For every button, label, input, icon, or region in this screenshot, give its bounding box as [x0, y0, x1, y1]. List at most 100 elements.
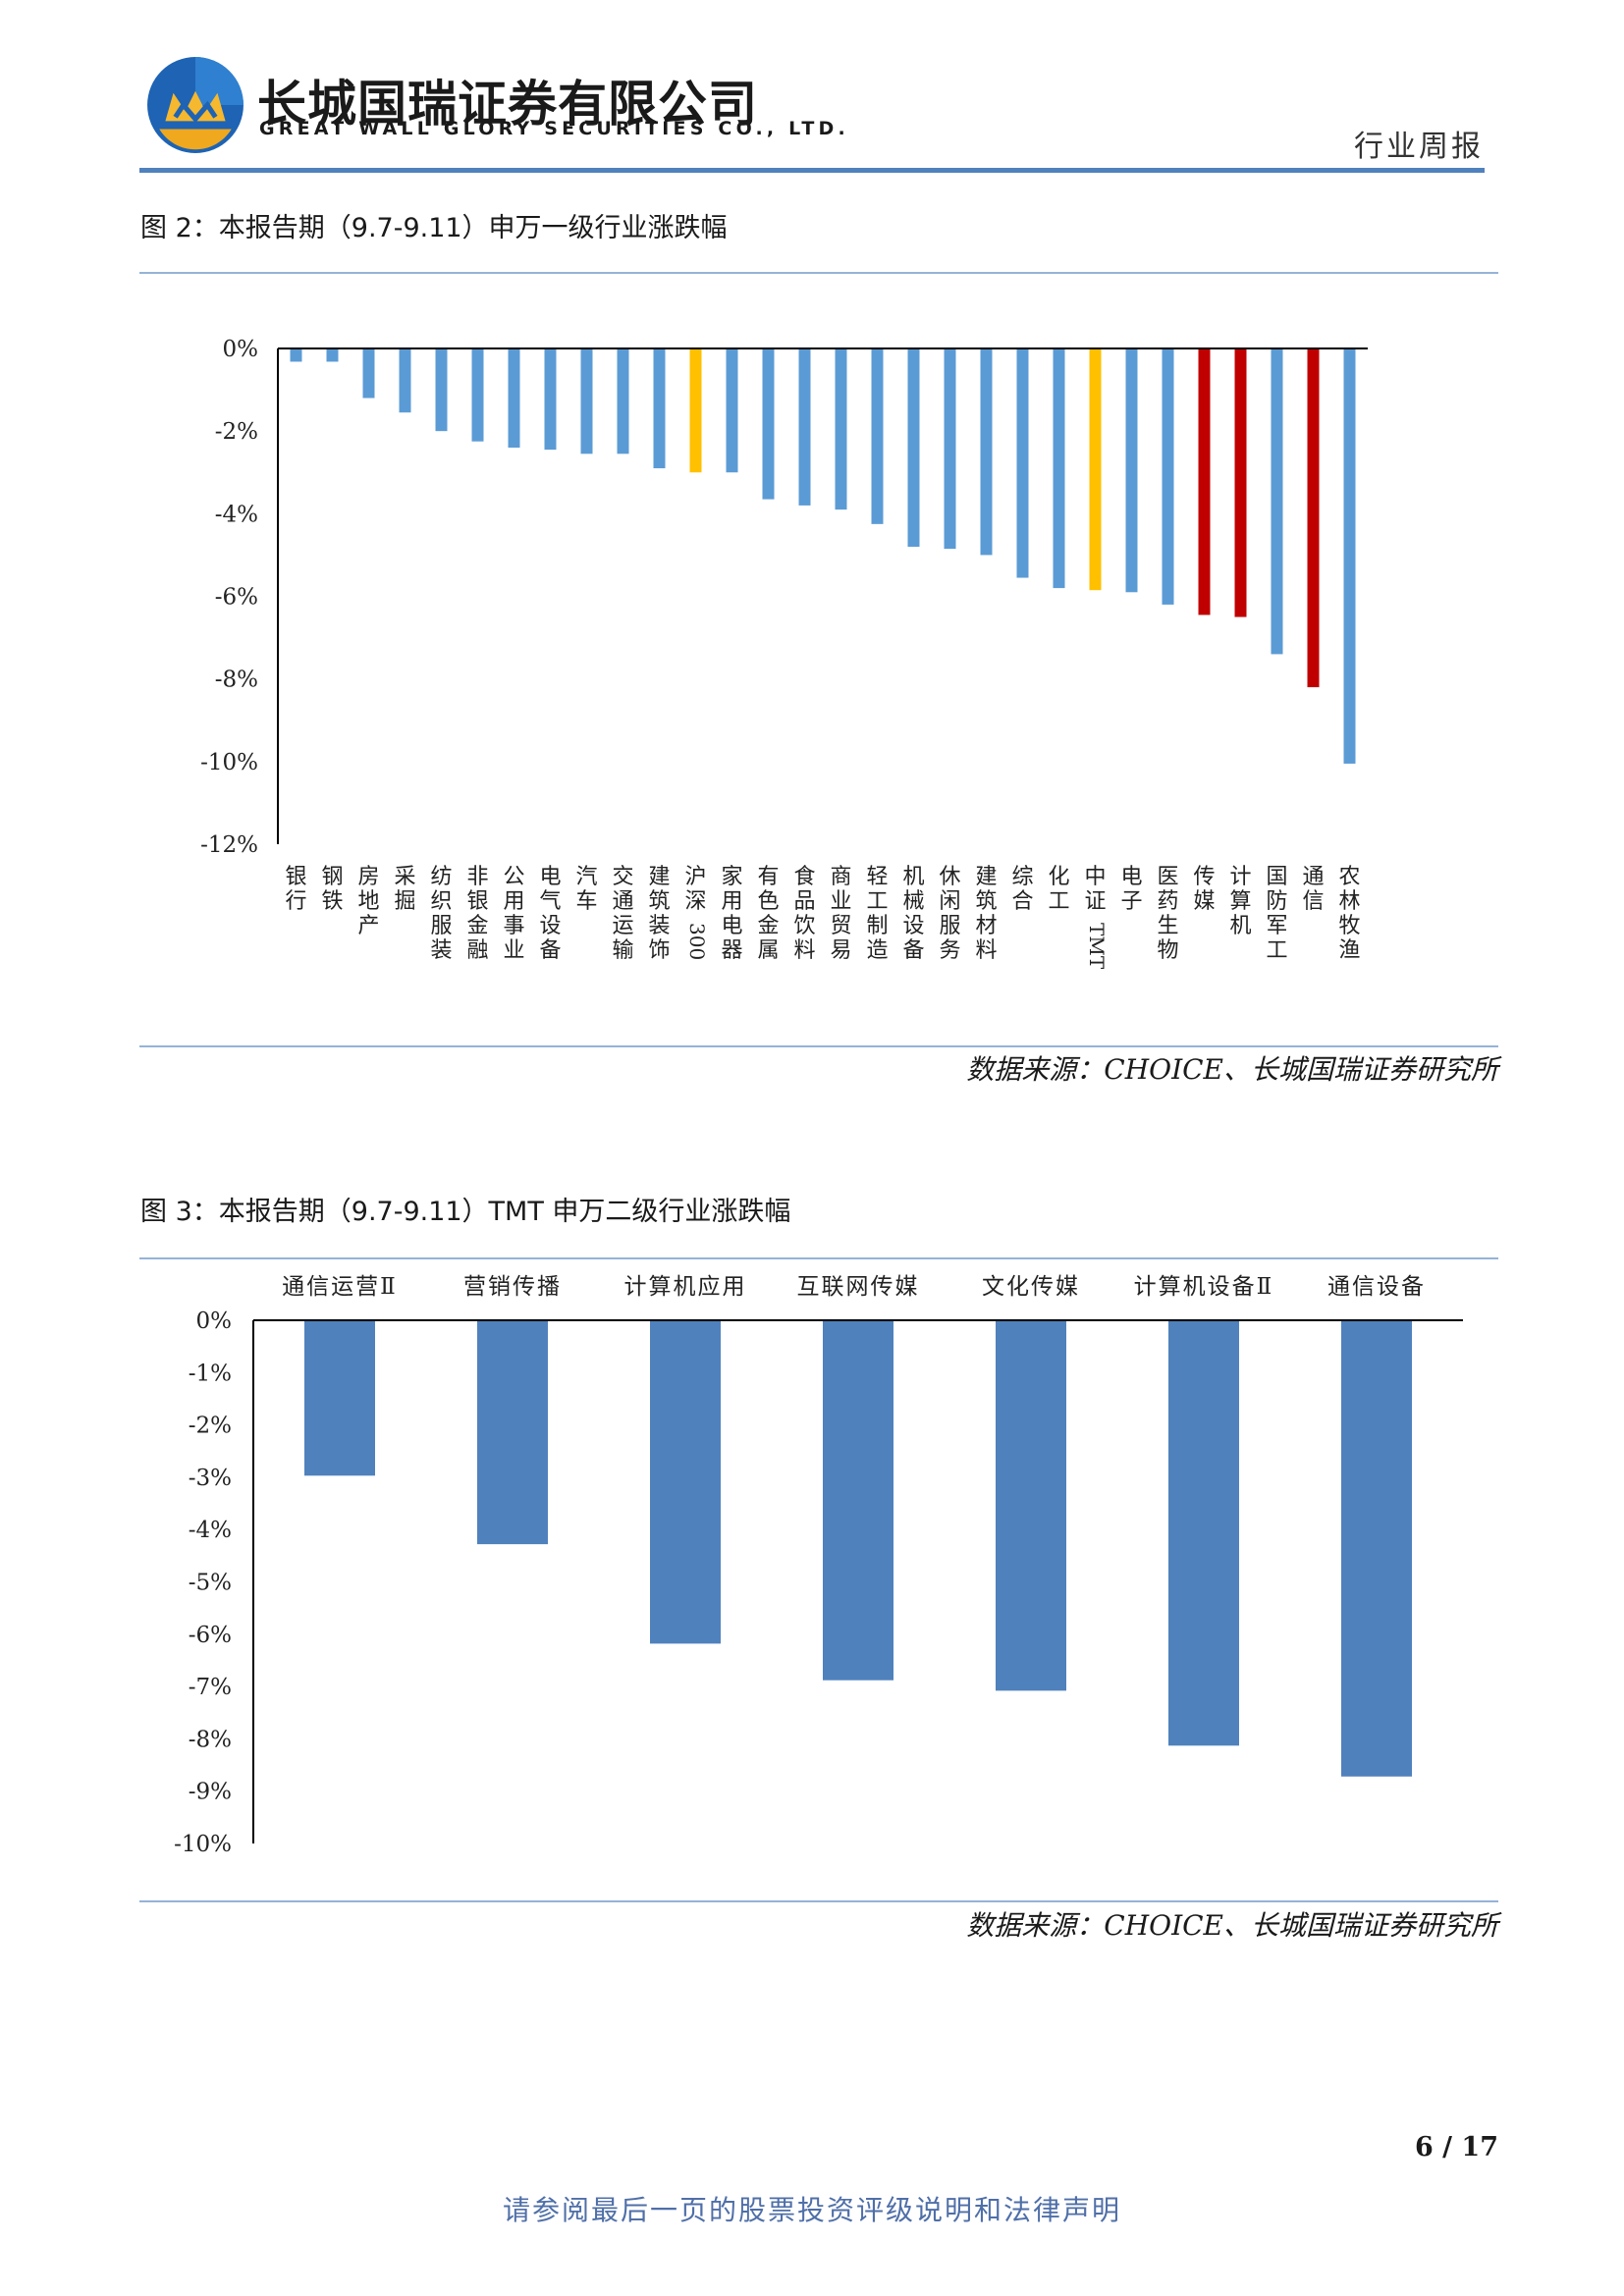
x-tick-label-char: 家	[721, 865, 742, 889]
y-tick-label: -5%	[189, 1571, 232, 1596]
x-tick-label-char: 服	[939, 914, 960, 938]
x-tick-label-char: 药	[1157, 889, 1178, 914]
y-tick-label: 0%	[196, 1308, 233, 1334]
x-tick-label-char: 纺	[430, 865, 452, 889]
x-tick-label-char: 有	[757, 865, 779, 889]
y-tick-label: 0%	[223, 337, 259, 362]
x-tick-label: 通信运营Ⅱ	[282, 1274, 398, 1300]
x-tick-label-char: 传	[1193, 865, 1215, 889]
x-tick-label-char: 汽	[575, 865, 597, 889]
x-tick-label-char: 算	[1229, 889, 1251, 914]
bar	[477, 1320, 548, 1545]
x-tick-label-char: 电	[721, 914, 742, 938]
x-tick-label: 通信设备	[1327, 1274, 1426, 1300]
bar	[326, 348, 339, 362]
company-name-cn: 长城国瑞证券有限公司	[257, 76, 758, 133]
x-tick-label-char: 深	[684, 889, 706, 914]
x-tick-label-char: 采	[394, 865, 415, 889]
x-tick-label-char: 运	[612, 914, 633, 938]
bar	[980, 348, 993, 556]
bar	[290, 348, 302, 362]
x-tick-label-char: 料	[975, 938, 997, 963]
x-tick-label-char: 合	[1011, 889, 1033, 914]
x-tick-label-char: 公	[503, 865, 524, 889]
x-tick-label-char: 食	[793, 865, 815, 889]
x-tick-label-char: 事	[503, 914, 524, 938]
x-tick-label: 文化传媒	[982, 1274, 1080, 1300]
x-tick-label-char: 务	[939, 938, 960, 963]
bar	[471, 348, 484, 442]
x-tick-label-char: 业	[830, 889, 851, 914]
x-tick-label-char: 易	[830, 938, 851, 963]
y-tick-label: -4%	[215, 502, 258, 527]
x-tick-label-char: 服	[430, 914, 452, 938]
x-tick-label-char: 建	[975, 865, 997, 889]
figure3-top-rule	[139, 1257, 1498, 1259]
y-tick-label: -8%	[189, 1727, 232, 1752]
bar	[304, 1320, 375, 1476]
figure2-title: 图 2：本报告期（9.7-9.11）申万一级行业涨跌幅	[140, 213, 728, 243]
y-tick-label: -2%	[215, 419, 258, 445]
y-tick-label: -7%	[189, 1675, 232, 1700]
x-tick-label-char: 国	[1266, 865, 1287, 889]
figure3-title: 图 3：本报告期（9.7-9.11）TMT 申万二级行业涨跌幅	[140, 1197, 791, 1227]
x-tick-label-char: 备	[902, 938, 924, 963]
figure2-top-rule	[139, 272, 1498, 274]
x-tick-label-char: 电	[1120, 865, 1142, 889]
x-tick-label-char: 铁	[321, 889, 343, 914]
bar	[835, 348, 847, 510]
x-tick-label-part: TMT	[1085, 923, 1109, 970]
y-tick-label: -4%	[189, 1518, 232, 1543]
x-tick-label-char: 交	[612, 865, 633, 889]
x-tick-label-char: 机	[902, 865, 924, 889]
bar	[762, 348, 775, 500]
x-tick-label-char: 械	[902, 889, 924, 914]
bar	[996, 1320, 1066, 1691]
x-tick-label-char: 轻	[866, 865, 888, 889]
x-tick-label-char: 农	[1338, 865, 1360, 889]
bar	[1168, 1320, 1239, 1746]
x-tick-label-char: 贸	[830, 914, 851, 938]
bar	[1198, 348, 1211, 615]
x-tick-label-char: 沪	[684, 865, 706, 889]
y-tick-label: -10%	[200, 750, 258, 775]
x-tick-label-part: 300	[685, 923, 709, 960]
x-tick-label-char: 综	[1011, 865, 1033, 889]
bar	[726, 348, 738, 473]
x-tick-label-char: 房	[357, 865, 379, 889]
x-tick-label-char: 产	[357, 914, 379, 938]
bar	[1307, 348, 1320, 688]
x-tick-label-char: 设	[902, 914, 924, 938]
x-tick-label-char: 中	[1084, 865, 1106, 889]
x-tick-label-char: 材	[975, 914, 997, 938]
bar	[544, 348, 557, 451]
bar	[823, 1320, 893, 1681]
y-tick-label: -10%	[174, 1832, 232, 1857]
bar	[1271, 348, 1283, 655]
x-tick-label-char: 织	[430, 889, 452, 914]
x-tick-label-char: 制	[866, 914, 888, 938]
x-tick-label-char: 饰	[648, 938, 670, 963]
x-tick-label-char: 军	[1266, 914, 1287, 938]
bar	[1341, 1320, 1412, 1777]
x-tick-label-char: 子	[1120, 889, 1142, 914]
x-tick-label-char: 信	[1302, 889, 1324, 914]
bar	[1125, 348, 1138, 593]
x-tick-label-char: 地	[357, 889, 379, 914]
figure2-source: 数据来源：CHOICE、长城国瑞证券研究所	[966, 1053, 1498, 1086]
x-tick-label-char: 防	[1266, 889, 1287, 914]
x-tick-label-char: 工	[1266, 938, 1287, 963]
x-tick-label-char: 林	[1338, 889, 1360, 914]
figure2-bottom-rule	[139, 1045, 1498, 1047]
bar	[1343, 348, 1356, 764]
bar	[1053, 348, 1065, 589]
x-tick-label-char: 饮	[793, 914, 815, 938]
bar	[798, 348, 811, 506]
bar	[399, 348, 411, 413]
bar	[617, 348, 629, 454]
x-tick-label-char: 装	[430, 938, 452, 963]
bar	[508, 348, 520, 448]
company-logo-icon	[147, 57, 244, 153]
x-tick-label-char: 气	[539, 889, 561, 914]
x-tick-label-char: 筑	[648, 889, 670, 914]
